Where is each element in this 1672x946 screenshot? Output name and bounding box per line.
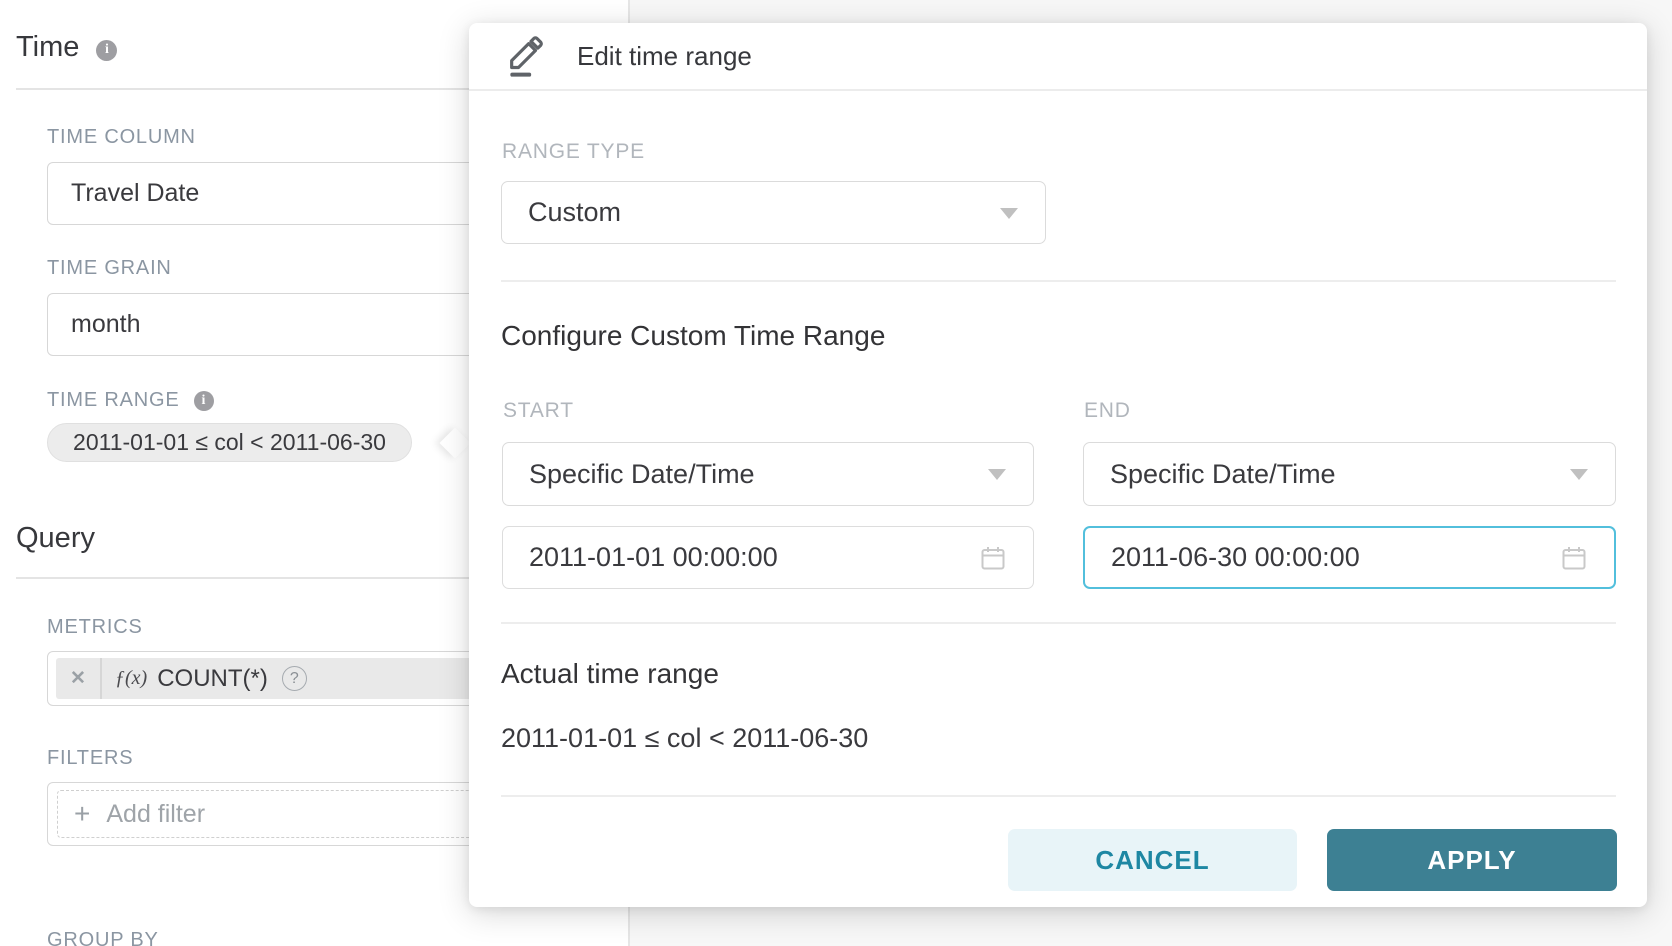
metrics-label: METRICS (47, 616, 143, 638)
help-icon[interactable]: ? (281, 666, 307, 691)
divider (16, 88, 620, 90)
info-icon[interactable]: i (193, 391, 214, 411)
time-column-label: TIME COLUMN (47, 126, 196, 148)
start-datetime-input[interactable]: 2011-01-01 00:00:00 (502, 526, 1034, 589)
start-datetime-value: 2011-01-01 00:00:00 (529, 542, 778, 572)
actual-time-range-heading: Actual time range (501, 658, 719, 689)
plus-icon: + (74, 798, 91, 829)
add-filter-label: Add filter (106, 799, 206, 828)
end-mode-value: Specific Date/Time (1110, 458, 1336, 489)
chip-separator (100, 658, 102, 699)
actual-time-range-value: 2011-01-01 ≤ col < 2011-06-30 (501, 723, 869, 753)
remove-metric-icon[interactable]: ✕ (70, 668, 86, 689)
divider (16, 577, 620, 579)
footer-divider (501, 795, 1616, 797)
chevron-down-icon (988, 469, 1006, 480)
edit-time-range-modal: Edit time range RANGE TYPE Custom Config… (469, 23, 1647, 907)
chevron-down-icon (1570, 469, 1588, 480)
time-section-label: Time (16, 31, 80, 63)
end-datetime-input[interactable]: 2011-06-30 00:00:00 (1083, 526, 1616, 589)
add-filter-button[interactable]: + Add filter (57, 790, 610, 838)
start-mode-value: Specific Date/Time (529, 458, 755, 489)
end-datetime-value: 2011-06-30 00:00:00 (1111, 542, 1360, 572)
modal-header-divider (469, 89, 1647, 91)
time-column-value: Travel Date (71, 179, 200, 207)
chevron-down-icon (1000, 207, 1018, 219)
modal-header: Edit time range (469, 23, 1647, 89)
start-mode-select[interactable]: Specific Date/Time (502, 442, 1034, 506)
info-icon[interactable]: i (96, 39, 118, 61)
group-by-label: GROUP BY (47, 929, 159, 946)
range-type-value: Custom (528, 197, 622, 227)
filters-label: FILTERS (47, 747, 134, 769)
time-section-title: Time i (16, 31, 118, 64)
calendar-icon[interactable] (1560, 544, 1588, 577)
section-divider (501, 622, 1616, 624)
section-divider (501, 280, 1616, 282)
end-label: END (1084, 399, 1131, 422)
query-section-title: Query (16, 522, 95, 554)
end-mode-select[interactable]: Specific Date/Time (1083, 442, 1616, 506)
fx-icon: ƒ(x) (115, 667, 148, 689)
time-range-label: TIME RANGE i (47, 389, 214, 413)
time-grain-label: TIME GRAIN (47, 257, 172, 279)
apply-button[interactable]: APPLY (1327, 829, 1617, 891)
cancel-button[interactable]: CANCEL (1008, 829, 1297, 891)
calendar-icon[interactable] (979, 544, 1007, 577)
metric-name: COUNT(*) (157, 664, 268, 692)
range-type-select[interactable]: Custom (501, 181, 1046, 244)
time-range-label-text: TIME RANGE (47, 389, 180, 411)
time-range-pill[interactable]: 2011-01-01 ≤ col < 2011-06-30 (47, 423, 412, 462)
configure-heading: Configure Custom Time Range (501, 320, 886, 351)
modal-title: Edit time range (577, 40, 752, 71)
range-type-label: RANGE TYPE (502, 140, 645, 163)
edit-pencil-icon (505, 34, 545, 78)
start-label: START (503, 399, 574, 422)
time-grain-value: month (71, 310, 141, 338)
